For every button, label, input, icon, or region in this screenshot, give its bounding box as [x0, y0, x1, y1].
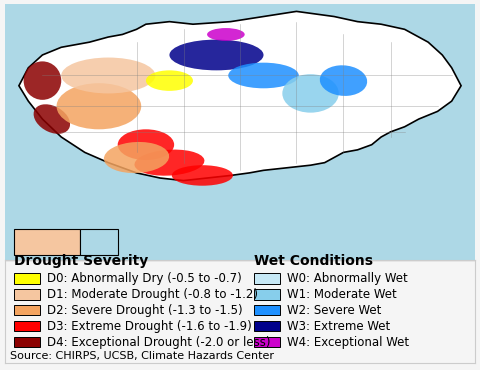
- Text: D1: Moderate Drought (-0.8 to -1.2): D1: Moderate Drought (-0.8 to -1.2): [47, 288, 258, 301]
- Ellipse shape: [169, 40, 264, 70]
- Text: D0: Abnormally Dry (-0.5 to -0.7): D0: Abnormally Dry (-0.5 to -0.7): [47, 272, 242, 285]
- Text: D4: Exceptional Drought (-2.0 or less): D4: Exceptional Drought (-2.0 or less): [47, 336, 271, 349]
- Text: W2: Severe Wet: W2: Severe Wet: [287, 304, 382, 317]
- Text: W1: Moderate Wet: W1: Moderate Wet: [287, 288, 397, 301]
- Text: Source: CHIRPS, UCSB, Climate Hazards Center: Source: CHIRPS, UCSB, Climate Hazards Ce…: [10, 350, 274, 360]
- Bar: [80, 229, 118, 255]
- Polygon shape: [19, 11, 461, 181]
- Ellipse shape: [24, 61, 61, 100]
- Text: W3: Extreme Wet: W3: Extreme Wet: [287, 320, 390, 333]
- Ellipse shape: [207, 28, 245, 41]
- FancyBboxPatch shape: [254, 321, 280, 331]
- Text: Wet Conditions: Wet Conditions: [254, 254, 373, 268]
- FancyBboxPatch shape: [254, 337, 280, 347]
- FancyBboxPatch shape: [14, 273, 40, 284]
- Text: Drought Severity: Drought Severity: [14, 254, 148, 268]
- Ellipse shape: [172, 165, 233, 186]
- FancyBboxPatch shape: [254, 273, 280, 284]
- FancyBboxPatch shape: [14, 289, 40, 300]
- FancyBboxPatch shape: [14, 337, 40, 347]
- Ellipse shape: [118, 129, 174, 160]
- Ellipse shape: [104, 142, 169, 173]
- Text: W0: Abnormally Wet: W0: Abnormally Wet: [287, 272, 408, 285]
- FancyBboxPatch shape: [14, 321, 40, 331]
- Ellipse shape: [134, 149, 204, 176]
- Ellipse shape: [228, 63, 299, 88]
- Text: W4: Exceptional Wet: W4: Exceptional Wet: [287, 336, 409, 349]
- Ellipse shape: [61, 57, 156, 93]
- Ellipse shape: [57, 83, 141, 129]
- FancyBboxPatch shape: [14, 305, 40, 316]
- Ellipse shape: [146, 70, 193, 91]
- Ellipse shape: [320, 65, 367, 96]
- Text: D2: Severe Drought (-1.3 to -1.5): D2: Severe Drought (-1.3 to -1.5): [47, 304, 243, 317]
- Ellipse shape: [34, 104, 70, 134]
- Text: D3: Extreme Drought (-1.6 to -1.9): D3: Extreme Drought (-1.6 to -1.9): [47, 320, 252, 333]
- Ellipse shape: [282, 74, 339, 112]
- FancyBboxPatch shape: [254, 289, 280, 300]
- Bar: [14, 229, 80, 255]
- FancyBboxPatch shape: [254, 305, 280, 316]
